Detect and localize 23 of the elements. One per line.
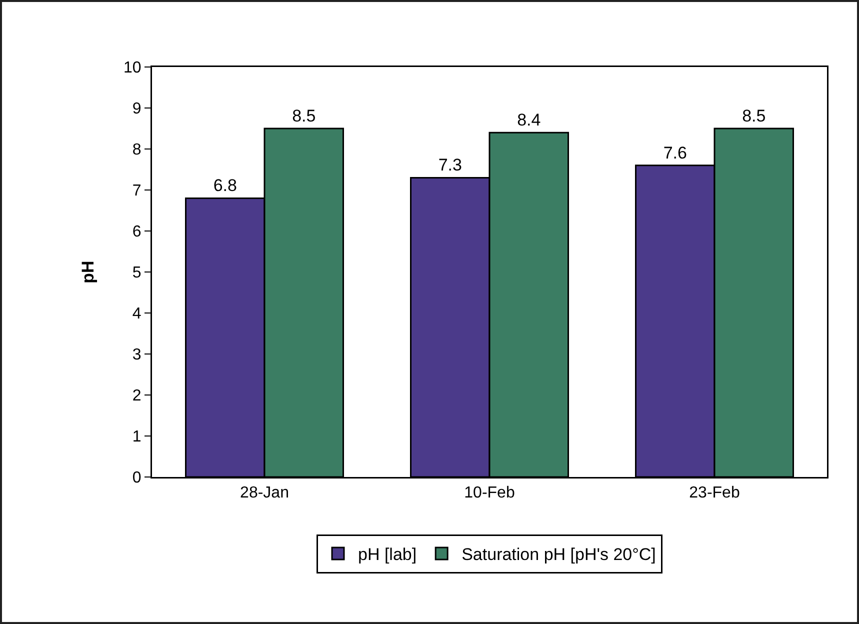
y-tick-label: 4 (132, 306, 142, 323)
y-tick-label: 3 (132, 346, 142, 364)
y-tick-label: 1 (132, 428, 142, 446)
y-tick-label: 10 (124, 60, 142, 77)
data-label: 6.8 (213, 176, 237, 196)
y-tick-label: 6 (132, 224, 142, 241)
legend-label: pH [lab] (358, 545, 417, 564)
y-tick-label: 8 (132, 142, 142, 159)
y-tick-label: 2 (132, 388, 142, 405)
x-tick-label: 10-Feb (464, 484, 515, 502)
x-tick-label: 23-Feb (689, 484, 740, 502)
data-label: 8.4 (517, 110, 541, 130)
data-label: 7.6 (663, 143, 687, 162)
data-label: 8.5 (742, 106, 766, 126)
y-axis-title: pH (78, 260, 98, 284)
y-tick-label: 7 (132, 182, 142, 200)
y-tick-label: 9 (132, 100, 142, 118)
data-label: 8.5 (292, 106, 316, 126)
legend-label: Saturation pH [pH's 20°C] (462, 545, 656, 564)
x-tick-label: 28-Jan (240, 484, 289, 502)
y-tick-label: 5 (132, 264, 142, 282)
data-label: 7.3 (438, 156, 462, 175)
y-tick-label: 0 (132, 470, 142, 487)
